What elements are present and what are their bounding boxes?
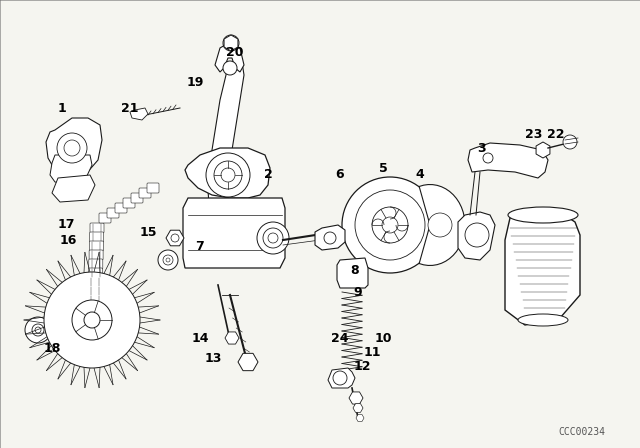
Text: 21: 21 [121,102,139,115]
Text: 14: 14 [191,332,209,345]
Polygon shape [215,42,244,72]
Circle shape [257,222,289,254]
Ellipse shape [518,314,568,326]
Circle shape [32,324,44,336]
Circle shape [428,213,452,237]
Circle shape [221,168,235,182]
Polygon shape [52,175,95,202]
Polygon shape [505,210,580,325]
Text: 7: 7 [196,241,204,254]
Circle shape [64,140,80,156]
Polygon shape [337,258,368,288]
Polygon shape [185,148,270,198]
Circle shape [263,228,283,248]
FancyBboxPatch shape [90,241,104,251]
Polygon shape [46,118,102,178]
FancyBboxPatch shape [123,198,135,208]
FancyBboxPatch shape [107,208,119,218]
FancyBboxPatch shape [88,277,102,287]
Polygon shape [208,62,244,250]
Circle shape [342,177,438,273]
Circle shape [72,300,112,340]
FancyBboxPatch shape [86,322,100,332]
Text: 18: 18 [44,341,61,354]
FancyBboxPatch shape [89,259,103,269]
Text: 2: 2 [264,168,273,181]
Text: 9: 9 [354,287,362,300]
Circle shape [158,250,178,270]
Circle shape [163,255,173,265]
Circle shape [483,153,493,163]
Circle shape [382,217,398,233]
Text: 4: 4 [415,168,424,181]
FancyBboxPatch shape [139,188,151,198]
Circle shape [333,371,347,385]
Polygon shape [458,212,495,260]
FancyBboxPatch shape [90,223,104,233]
Circle shape [35,327,41,333]
Text: 1: 1 [58,102,67,115]
FancyBboxPatch shape [115,203,127,213]
FancyBboxPatch shape [99,213,111,223]
Circle shape [268,233,278,243]
Polygon shape [50,155,92,185]
FancyBboxPatch shape [88,286,102,296]
Circle shape [44,272,140,368]
Polygon shape [183,198,285,268]
Text: CCC00234: CCC00234 [559,427,605,437]
Circle shape [563,135,577,149]
Circle shape [171,234,179,242]
FancyBboxPatch shape [89,250,103,260]
Text: 5: 5 [379,161,387,175]
Circle shape [355,190,425,260]
Text: 24: 24 [332,332,349,345]
Circle shape [223,35,239,51]
Text: 19: 19 [186,76,204,89]
Circle shape [372,207,408,243]
FancyBboxPatch shape [87,313,101,323]
Circle shape [227,39,235,47]
FancyBboxPatch shape [87,304,101,314]
Text: 13: 13 [204,352,221,365]
Polygon shape [130,108,148,120]
Circle shape [324,232,336,244]
FancyBboxPatch shape [88,268,102,278]
FancyBboxPatch shape [147,183,159,193]
Circle shape [166,258,170,262]
Polygon shape [328,368,355,388]
FancyBboxPatch shape [131,193,143,203]
Polygon shape [468,143,548,178]
Text: 3: 3 [477,142,485,155]
Circle shape [206,153,250,197]
Ellipse shape [508,207,578,223]
Polygon shape [315,225,345,250]
Text: 12: 12 [353,359,371,372]
Text: 6: 6 [336,168,344,181]
Text: 16: 16 [60,233,77,246]
Text: 22: 22 [547,129,564,142]
FancyBboxPatch shape [90,232,104,242]
Text: 17: 17 [57,219,75,232]
Polygon shape [419,185,465,266]
Text: 8: 8 [351,263,359,276]
Text: 15: 15 [140,225,157,238]
Text: 23: 23 [525,129,543,142]
Circle shape [223,61,237,75]
Text: 11: 11 [364,345,381,358]
FancyBboxPatch shape [88,295,102,305]
Circle shape [57,133,87,163]
Circle shape [25,317,51,343]
Circle shape [465,223,489,247]
Circle shape [84,312,100,328]
Circle shape [214,161,242,189]
Text: 20: 20 [227,46,244,59]
Text: 10: 10 [374,332,392,345]
